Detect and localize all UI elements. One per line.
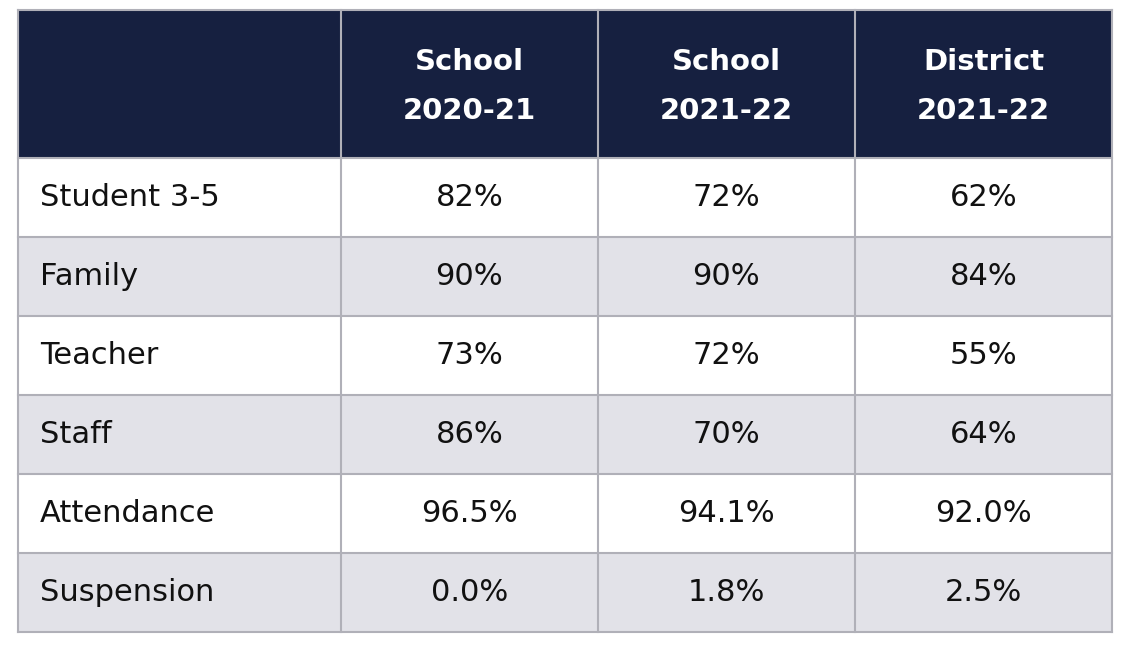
Bar: [341, 553, 598, 632]
Text: 73%: 73%: [435, 341, 503, 370]
Bar: [598, 10, 855, 158]
Bar: [598, 395, 855, 474]
Text: 62%: 62%: [949, 183, 1017, 212]
Text: 84%: 84%: [949, 262, 1017, 291]
Text: 2021-22: 2021-22: [660, 97, 793, 124]
Bar: [18, 395, 341, 474]
Bar: [855, 474, 1112, 553]
Text: School: School: [672, 48, 781, 76]
Bar: [341, 237, 598, 316]
Bar: [18, 10, 341, 158]
Bar: [18, 316, 341, 395]
Bar: [18, 158, 341, 237]
Bar: [855, 10, 1112, 158]
Bar: [18, 553, 341, 632]
Text: 90%: 90%: [435, 262, 503, 291]
Text: Attendance: Attendance: [40, 499, 216, 528]
Bar: [598, 158, 855, 237]
Text: 72%: 72%: [693, 183, 760, 212]
Text: 2021-22: 2021-22: [916, 97, 1050, 124]
Text: 72%: 72%: [693, 341, 760, 370]
Bar: [341, 10, 598, 158]
Bar: [18, 474, 341, 553]
Text: 2020-21: 2020-21: [402, 97, 536, 124]
Bar: [341, 316, 598, 395]
Text: 86%: 86%: [435, 420, 503, 449]
Text: Student 3-5: Student 3-5: [40, 183, 219, 212]
Text: 0.0%: 0.0%: [431, 578, 507, 607]
Text: Suspension: Suspension: [40, 578, 215, 607]
Bar: [341, 158, 598, 237]
Text: 55%: 55%: [949, 341, 1017, 370]
Text: School: School: [415, 48, 524, 76]
Bar: [341, 395, 598, 474]
Text: 64%: 64%: [949, 420, 1017, 449]
Bar: [598, 237, 855, 316]
Text: 94.1%: 94.1%: [678, 499, 775, 528]
Bar: [18, 237, 341, 316]
Bar: [855, 237, 1112, 316]
Bar: [855, 158, 1112, 237]
Bar: [855, 316, 1112, 395]
Bar: [598, 316, 855, 395]
Text: 90%: 90%: [693, 262, 760, 291]
Text: Staff: Staff: [40, 420, 112, 449]
Text: 92.0%: 92.0%: [936, 499, 1032, 528]
Text: District: District: [923, 48, 1044, 76]
Text: 96.5%: 96.5%: [421, 499, 518, 528]
Text: Teacher: Teacher: [40, 341, 158, 370]
Text: 82%: 82%: [435, 183, 503, 212]
Text: 70%: 70%: [693, 420, 760, 449]
Bar: [598, 474, 855, 553]
Text: Family: Family: [40, 262, 138, 291]
Text: 2.5%: 2.5%: [945, 578, 1022, 607]
Bar: [341, 474, 598, 553]
Bar: [855, 553, 1112, 632]
Bar: [598, 553, 855, 632]
Bar: [855, 395, 1112, 474]
Text: 1.8%: 1.8%: [688, 578, 765, 607]
